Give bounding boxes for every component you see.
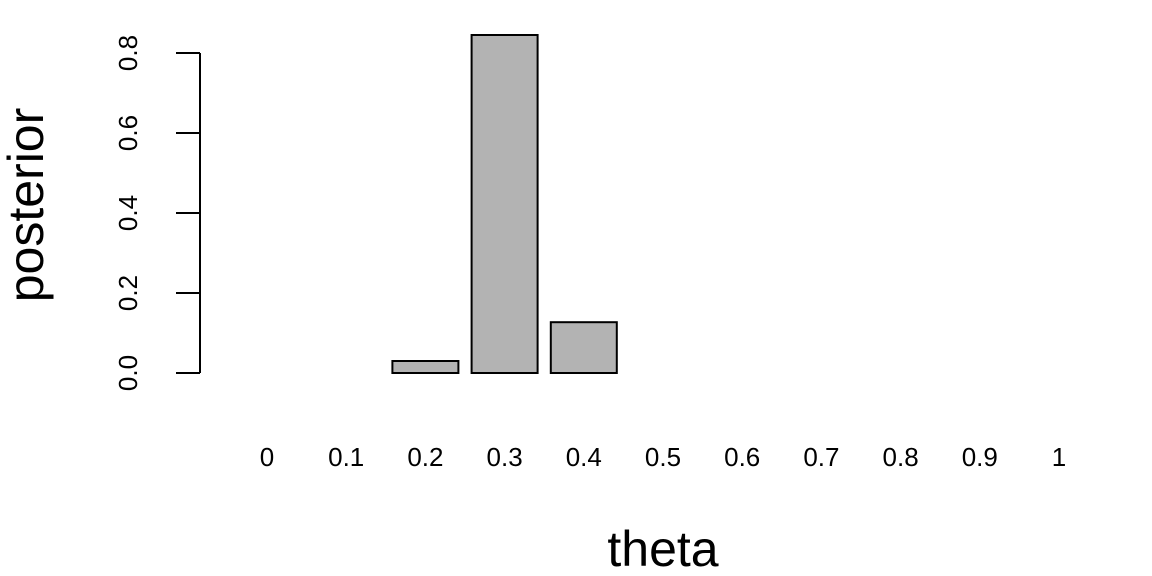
y-axis: 0.0 0.2 0.4 0.6 0.8 xyxy=(113,35,201,391)
x-tick-label: 0.5 xyxy=(645,442,681,472)
y-tick-label: 0.6 xyxy=(113,115,143,151)
x-tick-label: 0.4 xyxy=(566,442,602,472)
x-tick-label: 0.9 xyxy=(962,442,998,472)
x-tick-label: 0.6 xyxy=(724,442,760,472)
bar-0.3 xyxy=(470,34,539,374)
x-tick-label: 0.1 xyxy=(328,442,364,472)
x-tick-label: 0.3 xyxy=(487,442,523,472)
y-tick-label: 0.0 xyxy=(113,355,143,391)
bars-group xyxy=(391,34,618,375)
y-tick-label: 0.8 xyxy=(113,35,143,71)
bar-0.4 xyxy=(549,321,618,375)
x-tick-label: 0.8 xyxy=(883,442,919,472)
x-tick-label: 0.2 xyxy=(407,442,443,472)
x-tick-label: 0 xyxy=(260,442,274,472)
x-tick-labels: 0 0.1 0.2 0.3 0.4 0.5 0.6 0.7 0.8 0.9 1 xyxy=(260,442,1066,472)
y-axis-title: posterior xyxy=(0,108,54,303)
x-axis-title: theta xyxy=(607,521,718,576)
x-tick-label: 1 xyxy=(1052,442,1066,472)
bar-0.2 xyxy=(391,360,460,374)
x-tick-label: 0.7 xyxy=(803,442,839,472)
y-tick-label: 0.2 xyxy=(113,275,143,311)
y-tick-label: 0.4 xyxy=(113,195,143,231)
